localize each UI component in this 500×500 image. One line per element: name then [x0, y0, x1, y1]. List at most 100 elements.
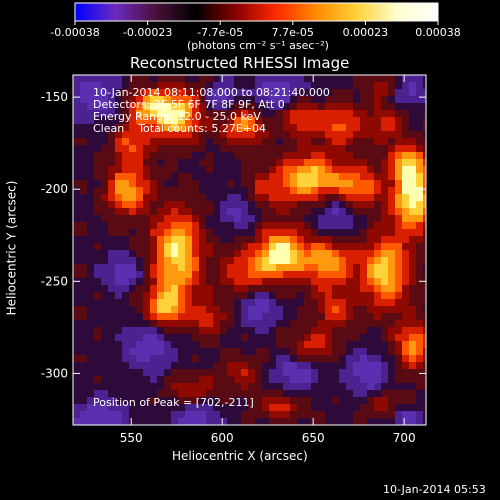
- heatmap-cell: [87, 243, 95, 251]
- heatmap-cell: [402, 376, 410, 384]
- heatmap-cell: [367, 355, 375, 363]
- heatmap-cell: [297, 82, 305, 90]
- heatmap-cell: [101, 376, 109, 384]
- heatmap-cell: [143, 271, 151, 279]
- heatmap-cell: [395, 264, 403, 272]
- heatmap-cell: [206, 334, 214, 342]
- heatmap-cell: [213, 362, 221, 370]
- heatmap-cell: [171, 362, 179, 370]
- heatmap-cell: [94, 236, 102, 244]
- heatmap-cell: [395, 278, 403, 286]
- heatmap-cell: [416, 243, 424, 251]
- heatmap-cell: [206, 411, 214, 419]
- heatmap-cell: [402, 369, 410, 377]
- heatmap-cell: [255, 117, 263, 125]
- heatmap-cell: [346, 411, 354, 419]
- heatmap-cell: [206, 166, 214, 174]
- heatmap-cell: [276, 257, 284, 265]
- heatmap-cell: [325, 250, 333, 258]
- heatmap-cell: [101, 306, 109, 314]
- heatmap-cell: [318, 201, 326, 209]
- heatmap-cell: [346, 390, 354, 398]
- heatmap-cell: [318, 131, 326, 139]
- heatmap-cell: [185, 397, 193, 405]
- heatmap-cell: [318, 313, 326, 321]
- heatmap-cell: [395, 138, 403, 146]
- heatmap-cell: [311, 222, 319, 230]
- heatmap-cell: [262, 159, 270, 167]
- heatmap-cell: [416, 299, 424, 307]
- heatmap-cell: [311, 292, 319, 300]
- heatmap-cell: [73, 201, 81, 209]
- heatmap-cell: [227, 355, 235, 363]
- heatmap-cell: [325, 152, 333, 160]
- heatmap-cell: [297, 362, 305, 370]
- heatmap-cell: [416, 250, 424, 258]
- heatmap-cell: [206, 103, 214, 111]
- heatmap-cell: [262, 215, 270, 223]
- heatmap-cell: [108, 376, 116, 384]
- heatmap-cell: [192, 75, 200, 83]
- heatmap-cell: [297, 257, 305, 265]
- heatmap-cell: [227, 376, 235, 384]
- heatmap-cell: [122, 124, 130, 132]
- heatmap-cell: [395, 390, 403, 398]
- heatmap-cell: [206, 390, 214, 398]
- heatmap-cell: [416, 369, 424, 377]
- heatmap-cell: [423, 334, 426, 342]
- heatmap-cell: [73, 166, 81, 174]
- heatmap-cell: [178, 103, 186, 111]
- x-tick-label: 650: [302, 431, 325, 445]
- heatmap-cell: [157, 376, 165, 384]
- heatmap-cell: [192, 166, 200, 174]
- heatmap-cell: [283, 96, 291, 104]
- heatmap-cell: [150, 96, 158, 104]
- heatmap-cell: [416, 110, 424, 118]
- heatmap-cell: [157, 327, 165, 335]
- heatmap-cell: [360, 404, 368, 412]
- heatmap-cell: [297, 89, 305, 97]
- heatmap-cell: [136, 257, 144, 265]
- heatmap-cell: [136, 159, 144, 167]
- heatmap-cell: [283, 285, 291, 293]
- heatmap-cell: [318, 96, 326, 104]
- heatmap-cell: [122, 348, 130, 356]
- heatmap-cell: [381, 222, 389, 230]
- heatmap-cell: [262, 313, 270, 321]
- heatmap-cell: [129, 152, 137, 160]
- heatmap-cell: [108, 173, 116, 181]
- heatmap-cell: [101, 278, 109, 286]
- heatmap-cell: [304, 222, 312, 230]
- heatmap-cell: [367, 187, 375, 195]
- heatmap-cell: [325, 292, 333, 300]
- heatmap-cell: [178, 383, 186, 391]
- heatmap-cell: [220, 292, 228, 300]
- heatmap-cell: [339, 96, 347, 104]
- heatmap-cell: [227, 299, 235, 307]
- heatmap-cell: [311, 103, 319, 111]
- heatmap-cell: [381, 369, 389, 377]
- heatmap-cell: [381, 341, 389, 349]
- heatmap-cell: [276, 187, 284, 195]
- heatmap-cell: [276, 348, 284, 356]
- heatmap-cell: [367, 82, 375, 90]
- heatmap-cell: [80, 131, 88, 139]
- heatmap-cell: [374, 124, 382, 132]
- heatmap-cell: [206, 348, 214, 356]
- heatmap-cell: [269, 159, 277, 167]
- heatmap-cell: [108, 383, 116, 391]
- heatmap-cell: [87, 306, 95, 314]
- heatmap-cell: [213, 96, 221, 104]
- heatmap-cell: [290, 194, 298, 202]
- heatmap-cell: [409, 152, 417, 160]
- heatmap-cell: [129, 348, 137, 356]
- heatmap-cell: [136, 362, 144, 370]
- heatmap-cell: [360, 82, 368, 90]
- heatmap-cell: [409, 82, 417, 90]
- heatmap-cell: [241, 194, 249, 202]
- heatmap-cell: [346, 278, 354, 286]
- heatmap-cell: [325, 187, 333, 195]
- heatmap-cell: [402, 208, 410, 216]
- heatmap-cell: [374, 173, 382, 181]
- heatmap-cell: [381, 334, 389, 342]
